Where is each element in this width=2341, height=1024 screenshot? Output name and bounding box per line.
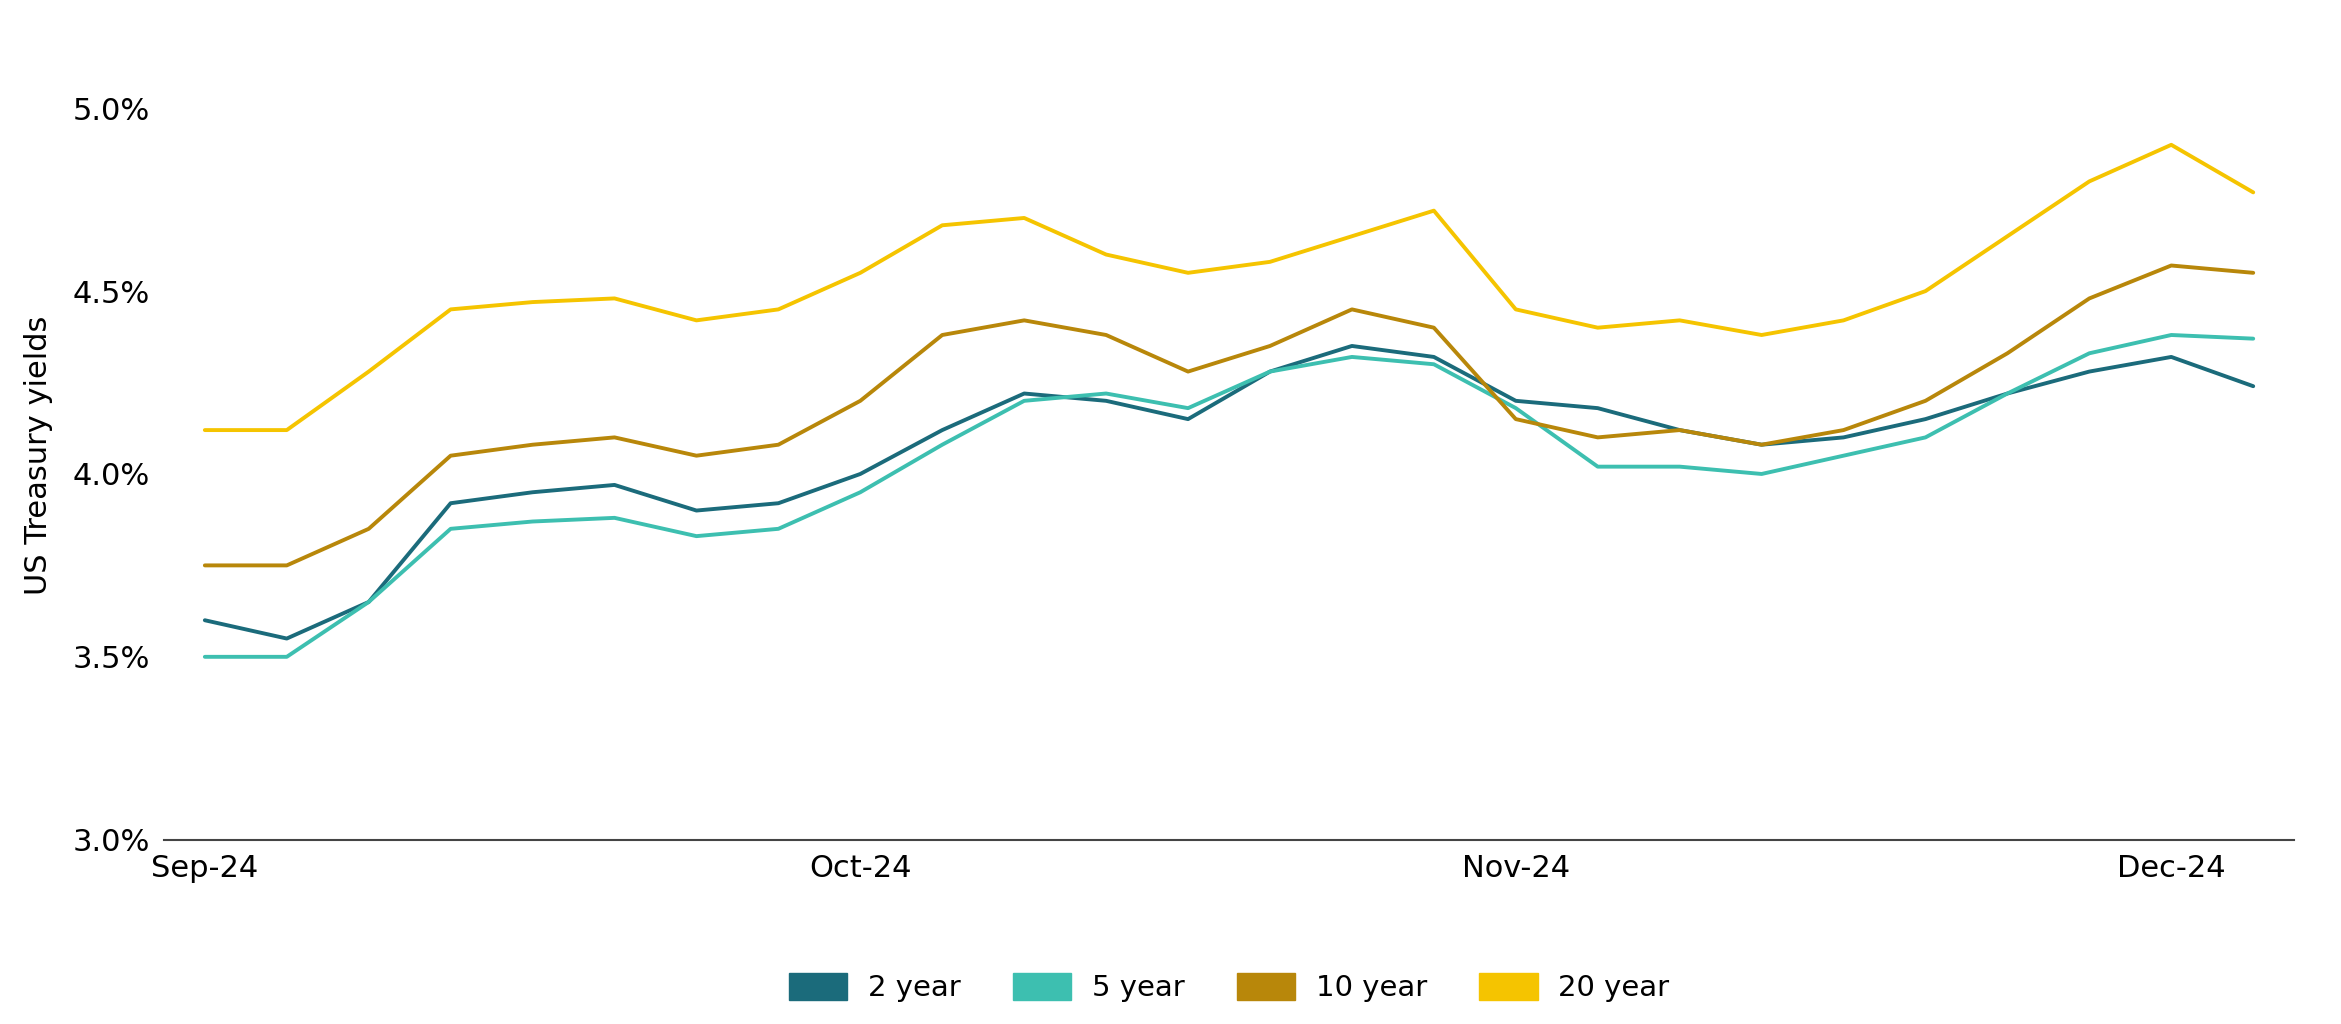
Legend: 2 year, 5 year, 10 year, 20 year: 2 year, 5 year, 10 year, 20 year [777,962,1681,1014]
Y-axis label: US Treasury yields: US Treasury yields [23,316,54,595]
